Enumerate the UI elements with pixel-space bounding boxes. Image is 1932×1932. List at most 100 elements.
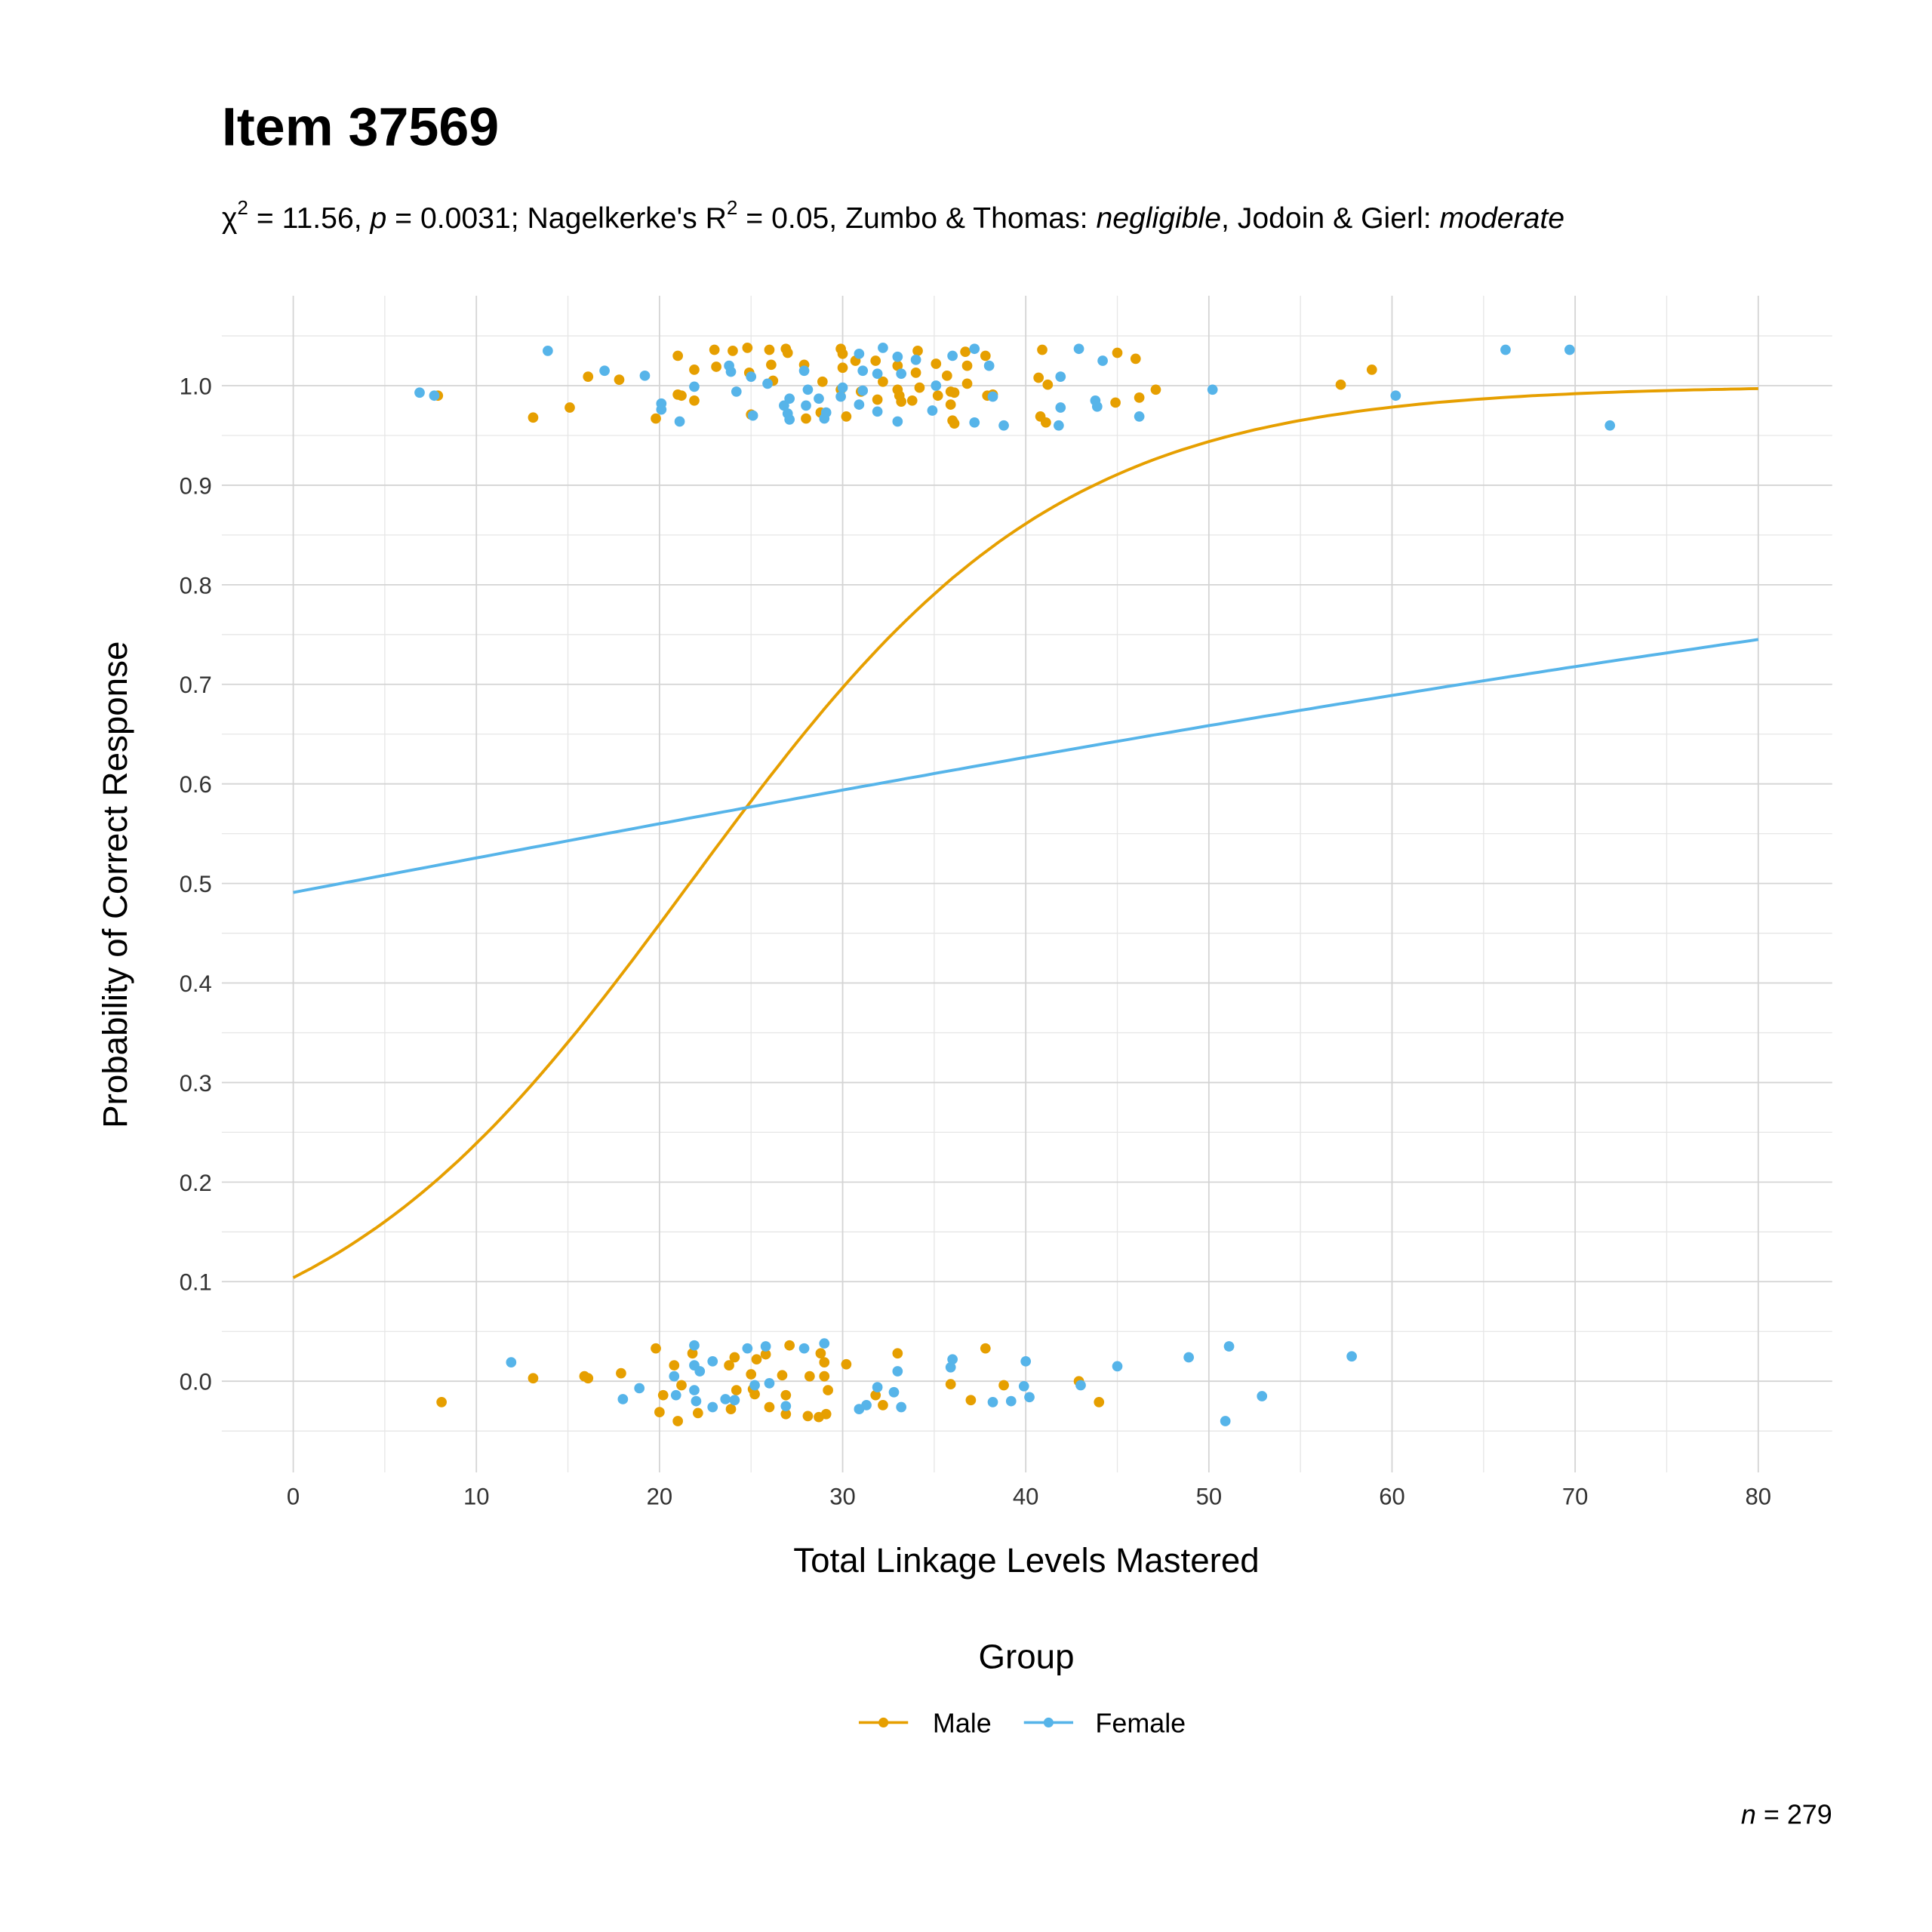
point-male bbox=[912, 345, 923, 356]
point-male bbox=[711, 361, 721, 372]
point-male bbox=[980, 1343, 991, 1354]
point-male bbox=[565, 402, 575, 413]
point-male bbox=[672, 1416, 683, 1426]
point-female bbox=[798, 365, 810, 377]
x-tick-label: 60 bbox=[1379, 1483, 1404, 1509]
point-female bbox=[707, 1401, 718, 1413]
point-male bbox=[583, 371, 594, 383]
point-male bbox=[914, 382, 925, 393]
point-female bbox=[857, 365, 869, 377]
point-male bbox=[980, 350, 991, 361]
subtitle-part4: , Jodoin & Gierl: bbox=[1221, 202, 1440, 235]
y-tick-label: 0.1 bbox=[180, 1269, 212, 1296]
point-female bbox=[1604, 420, 1616, 431]
point-male bbox=[841, 411, 852, 422]
point-male bbox=[709, 344, 720, 355]
point-female bbox=[892, 351, 903, 362]
point-male bbox=[1335, 379, 1346, 390]
x-tick-label: 20 bbox=[647, 1483, 673, 1509]
point-female bbox=[669, 1371, 680, 1382]
chart-title: Item 37569 bbox=[222, 97, 499, 158]
point-male bbox=[892, 1348, 903, 1359]
point-male bbox=[815, 1348, 826, 1359]
point-male bbox=[1094, 1397, 1105, 1407]
point-female bbox=[1073, 343, 1084, 355]
point-male bbox=[728, 345, 738, 356]
point-female bbox=[872, 368, 883, 380]
point-female bbox=[731, 386, 742, 397]
point-female bbox=[689, 1340, 700, 1351]
point-female bbox=[1134, 411, 1145, 422]
point-male bbox=[436, 1397, 447, 1407]
subtitle-jodoin: moderate bbox=[1440, 202, 1564, 235]
point-male bbox=[1037, 344, 1048, 355]
point-male bbox=[801, 413, 811, 424]
point-female bbox=[725, 366, 737, 377]
subtitle-sup-r2: 2 bbox=[727, 196, 738, 219]
point-male bbox=[583, 1373, 594, 1384]
point-male bbox=[724, 1360, 734, 1371]
point-female bbox=[749, 1380, 760, 1391]
point-female bbox=[861, 1400, 872, 1411]
point-male bbox=[676, 390, 687, 401]
point-female bbox=[837, 382, 848, 393]
point-female bbox=[1500, 344, 1511, 355]
point-male bbox=[729, 1352, 740, 1363]
point-male bbox=[817, 376, 828, 387]
y-tick-label: 0.4 bbox=[180, 971, 212, 997]
y-tick-labels: 0.0 0.1 0.2 0.3 0.4 0.5 0.6 0.7 0.8 0.9 1.0 bbox=[180, 373, 212, 1395]
point-male bbox=[1366, 365, 1377, 375]
point-female bbox=[729, 1395, 740, 1406]
point-female bbox=[945, 1361, 956, 1373]
point-male bbox=[1150, 384, 1161, 395]
x-tick-label: 0 bbox=[287, 1483, 300, 1509]
point-female bbox=[689, 381, 700, 392]
point-female bbox=[802, 384, 814, 395]
point-male bbox=[751, 1354, 762, 1365]
point-male bbox=[689, 365, 700, 375]
point-female bbox=[747, 410, 758, 421]
point-female bbox=[1220, 1416, 1231, 1426]
point-female bbox=[779, 400, 789, 411]
point-male bbox=[760, 1349, 771, 1360]
point-female bbox=[762, 378, 773, 389]
x-tick-label: 30 bbox=[829, 1483, 856, 1509]
y-tick-label: 0.0 bbox=[180, 1369, 212, 1395]
point-female bbox=[1257, 1391, 1268, 1401]
point-male bbox=[820, 1408, 832, 1420]
point-female bbox=[1390, 390, 1401, 401]
point-female bbox=[1055, 371, 1066, 383]
grid bbox=[221, 295, 1832, 1473]
point-female bbox=[896, 368, 907, 380]
point-female bbox=[878, 343, 888, 353]
point-male bbox=[802, 1411, 814, 1422]
point-male bbox=[1041, 417, 1051, 428]
point-female bbox=[599, 365, 610, 377]
point-male bbox=[614, 374, 625, 385]
point-female bbox=[987, 1397, 998, 1407]
subtitle-part2: = 0.0031; Nagelkerke's R bbox=[386, 202, 727, 235]
point-male bbox=[1134, 392, 1145, 403]
point-female bbox=[691, 1395, 702, 1407]
point-female bbox=[639, 370, 651, 381]
point-female bbox=[543, 345, 553, 356]
point-male bbox=[777, 1370, 788, 1381]
y-tick-label: 0.3 bbox=[180, 1070, 212, 1097]
subtitle-sup: 2 bbox=[237, 196, 248, 219]
point-female bbox=[947, 1354, 958, 1365]
x-tick-label: 50 bbox=[1196, 1483, 1223, 1509]
y-tick-label: 0.8 bbox=[180, 572, 212, 598]
point-female bbox=[784, 414, 795, 425]
point-female bbox=[998, 420, 1009, 431]
subtitle-part3: = 0.05, Zumbo & Thomas: bbox=[737, 202, 1096, 235]
point-female bbox=[872, 1382, 883, 1392]
point-female bbox=[896, 1401, 907, 1413]
legend-label-male: Male bbox=[933, 1708, 992, 1739]
y-tick-label: 0.9 bbox=[180, 472, 212, 499]
point-female bbox=[506, 1357, 517, 1367]
point-female bbox=[931, 380, 942, 391]
point-male bbox=[945, 1379, 956, 1390]
point-female bbox=[429, 390, 440, 401]
point-male bbox=[896, 396, 907, 407]
x-tick-labels: 0 10 20 30 40 50 60 70 80 bbox=[287, 1483, 1771, 1509]
